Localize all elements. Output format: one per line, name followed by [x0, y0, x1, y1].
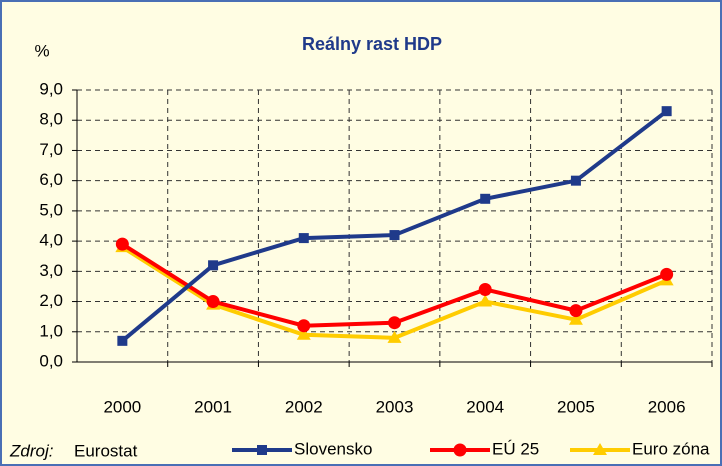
legend-label: EÚ 25 [492, 439, 539, 458]
legend-label: Euro zóna [632, 439, 710, 458]
legend-marker [593, 443, 607, 455]
legend-marker [453, 443, 467, 457]
x-tick-label: 2004 [466, 397, 504, 416]
x-tick-label: 2006 [648, 397, 686, 416]
data-point [206, 295, 220, 309]
y-tick-label: 7,0 [39, 140, 63, 159]
x-tick-label: 2000 [103, 397, 141, 416]
y-tick-label: 0,0 [39, 351, 63, 370]
data-point [208, 260, 219, 271]
legend-label: Slovensko [294, 439, 372, 458]
y-tick-label: 8,0 [39, 110, 63, 129]
data-point [117, 335, 128, 346]
data-point [569, 304, 583, 318]
data-point [298, 233, 309, 244]
y-tick-label: 5,0 [39, 200, 63, 219]
data-point [480, 193, 491, 204]
x-tick-label: 2002 [285, 397, 323, 416]
data-point [570, 175, 581, 186]
data-point [115, 237, 129, 251]
x-tick-label: 2005 [557, 397, 595, 416]
data-point [389, 230, 400, 241]
source: Eurostat [74, 441, 138, 460]
y-tick-label: 6,0 [39, 170, 63, 189]
y-tick-label: 1,0 [39, 321, 63, 340]
y-tick-label: 3,0 [39, 261, 63, 280]
data-point [478, 282, 492, 296]
data-point [297, 319, 311, 333]
data-point [661, 106, 672, 117]
chart-title: Reálny rast HDP [302, 34, 442, 54]
x-tick-label: 2003 [376, 397, 414, 416]
x-tick-label: 2001 [194, 397, 232, 416]
y-tick-label: 2,0 [39, 291, 63, 310]
y-axis-label: % [34, 41, 49, 60]
data-point [388, 316, 401, 330]
data-point [387, 330, 402, 343]
data-point [478, 294, 493, 307]
legend-marker [257, 445, 267, 455]
data-point [568, 312, 583, 325]
data-point [660, 267, 674, 281]
y-tick-label: 9,0 [39, 79, 63, 98]
y-tick-label: 4,0 [39, 231, 63, 250]
data-point [296, 327, 311, 340]
source-label: Zdroj: [9, 441, 54, 460]
